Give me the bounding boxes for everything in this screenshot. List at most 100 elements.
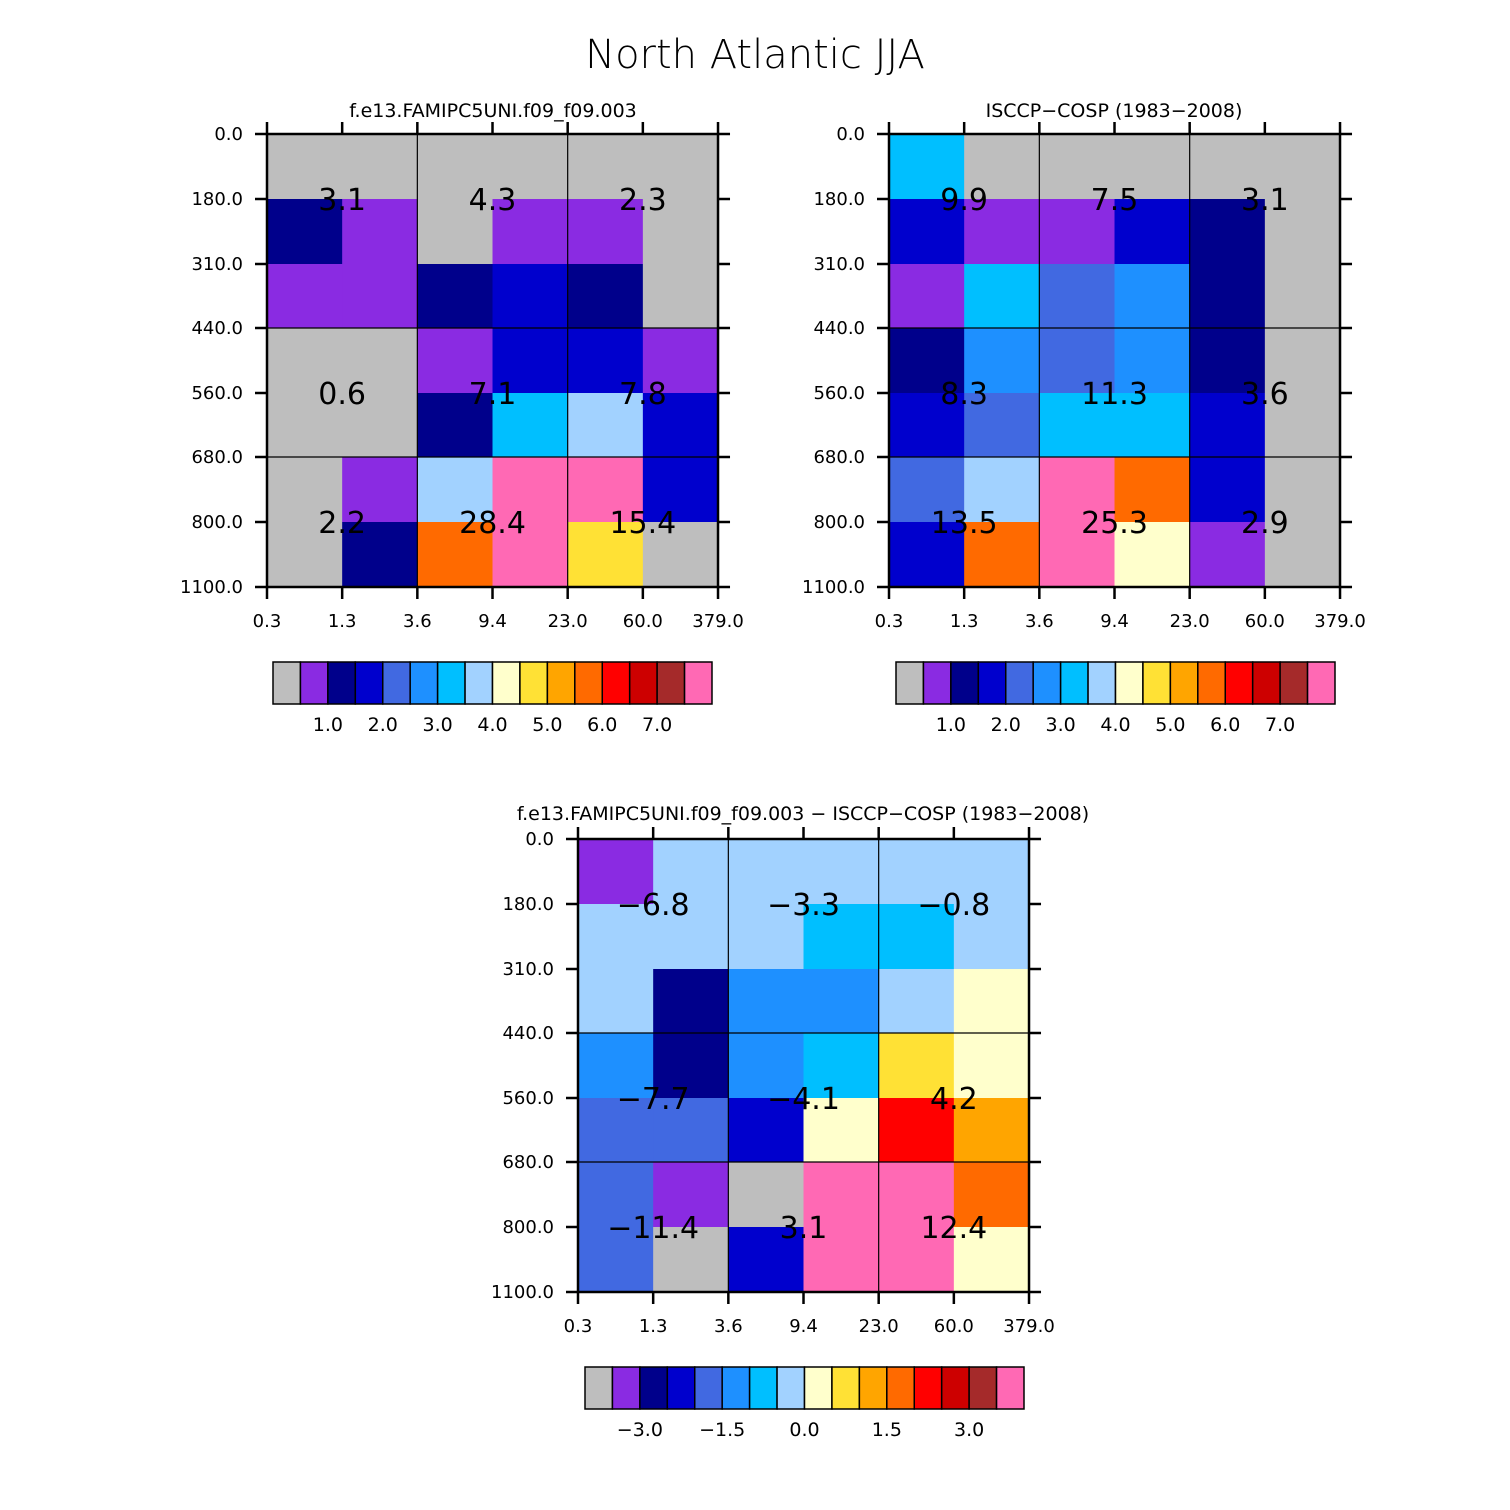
heatmap-cell	[267, 264, 343, 329]
colorbar-swatch	[546, 661, 576, 705]
colorbar-swatch	[299, 661, 329, 705]
heatmap-cell	[1039, 199, 1116, 265]
colorbar-label: 3.0	[423, 714, 453, 736]
heatmap-cell	[578, 1098, 654, 1163]
heatmap-cell	[642, 264, 719, 329]
heatmap-cell	[878, 1227, 955, 1293]
heatmap-cell	[267, 522, 343, 588]
heatmap-cell	[642, 328, 719, 394]
x-tick-label: 3.6	[403, 611, 432, 632]
colorbar-swatch	[895, 661, 925, 705]
heatmap-cell	[342, 522, 418, 588]
y-tick-label: 560.0	[191, 383, 243, 404]
colorbar-swatch	[611, 1366, 641, 1410]
cell-value-label: 28.4	[459, 506, 526, 541]
heatmap-cell	[1264, 457, 1341, 523]
cell-value-label: 2.2	[318, 506, 366, 541]
y-tick-label: 310.0	[502, 959, 554, 980]
heatmap-cell	[1114, 522, 1191, 588]
heatmap-cell	[342, 264, 418, 329]
colorbar-label: 7.0	[1265, 714, 1295, 736]
heatmap-cell	[642, 393, 719, 458]
colorbar-swatch	[1169, 661, 1199, 705]
cell-value-label: 7.5	[1091, 183, 1139, 218]
y-tick-label: 1100.0	[491, 1282, 554, 1303]
heatmap-cell	[889, 264, 965, 329]
x-tick-label: 1.3	[328, 611, 357, 632]
cell-value-label: 4.2	[930, 1082, 978, 1117]
heatmap-cell	[578, 904, 654, 970]
y-tick-label: 180.0	[502, 894, 554, 915]
heatmap-cell	[342, 393, 418, 458]
cell-value-label: 7.8	[619, 377, 667, 412]
heatmap-cell	[492, 457, 569, 523]
cell-value-label: 11.3	[1081, 377, 1148, 412]
heatmap-cell	[728, 839, 805, 905]
x-tick-label: 1.3	[950, 611, 979, 632]
cell-value-label: 12.4	[920, 1211, 987, 1246]
heatmap-cell	[889, 522, 965, 588]
heatmap-cell	[567, 393, 644, 458]
cell-value-label: −3.3	[767, 888, 840, 923]
colorbar-swatch	[886, 1366, 915, 1410]
colorbar-swatch	[1224, 661, 1254, 705]
cell-value-label: −6.8	[617, 888, 690, 923]
heatmap-cell	[267, 393, 343, 458]
colorbar-swatch	[977, 661, 1007, 705]
colorbar-swatch	[464, 661, 494, 705]
heatmap-cell	[1039, 457, 1116, 523]
heatmap-cell	[1189, 457, 1266, 523]
panel-difference-title: f.e13.FAMIPC5UNI.f09_f09.003 − ISCCP−COS…	[517, 803, 1089, 825]
colorbar-swatch	[1279, 661, 1309, 705]
x-tick-label: 379.0	[1003, 1316, 1055, 1337]
heatmap-cell	[803, 904, 880, 970]
colorbar-swatch	[1251, 661, 1281, 705]
heatmap-cell	[1039, 522, 1116, 588]
colorbar-swatch	[666, 1366, 696, 1410]
x-tick-label: 23.0	[1170, 611, 1210, 632]
heatmap-cell	[1039, 264, 1116, 329]
colorbar-swatch	[584, 1366, 614, 1410]
y-tick-label: 440.0	[502, 1023, 554, 1044]
x-tick-label: 379.0	[692, 611, 744, 632]
heatmap-cell	[417, 199, 494, 265]
heatmap-cell	[878, 839, 955, 905]
x-tick-label: 9.4	[789, 1316, 818, 1337]
heatmap-cell	[953, 1098, 1030, 1163]
heatmap-cell	[342, 328, 418, 394]
colorbar-label: 2.0	[991, 714, 1021, 736]
heatmap-cell	[578, 1033, 654, 1099]
cell-value-label: 3.1	[318, 183, 366, 218]
heatmap-cell	[1189, 393, 1266, 458]
x-tick-label: 9.4	[1100, 611, 1129, 632]
colorbar-swatch	[950, 661, 980, 705]
colorbar-swatch	[683, 661, 713, 705]
heatmap-cell	[492, 328, 569, 394]
colorbar-swatch	[639, 1366, 669, 1410]
colorbar-swatch	[1197, 661, 1227, 705]
colorbar-swatch	[628, 661, 658, 705]
heatmap-cell	[964, 522, 1040, 588]
cell-value-label: 25.3	[1081, 506, 1148, 541]
heatmap-cell	[492, 393, 569, 458]
heatmap-cell	[728, 1033, 805, 1099]
heatmap-cell	[642, 522, 719, 588]
y-tick-label: 560.0	[813, 383, 865, 404]
heatmap-cell	[1264, 199, 1341, 265]
cell-value-label: −0.8	[917, 888, 990, 923]
cell-value-label: −7.7	[617, 1082, 690, 1117]
colorbar-label: 4.0	[477, 714, 507, 736]
colorbar-swatch	[858, 1366, 888, 1410]
y-tick-label: 310.0	[813, 254, 865, 275]
heatmap-cell	[342, 134, 418, 200]
heatmap-cell	[953, 904, 1030, 970]
colorbar-swatch	[1306, 661, 1336, 705]
heatmap-cell	[953, 1033, 1030, 1099]
heatmap-cell	[578, 1227, 654, 1293]
x-tick-label: 3.6	[714, 1316, 743, 1337]
colorbar-label: 7.0	[642, 714, 672, 736]
colorbar-label: −3.0	[617, 1419, 663, 1441]
heatmap-cell	[417, 393, 494, 458]
heatmap-cell	[567, 134, 644, 200]
heatmap-cell	[878, 1033, 955, 1099]
